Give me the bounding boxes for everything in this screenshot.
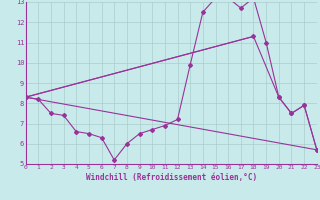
X-axis label: Windchill (Refroidissement éolien,°C): Windchill (Refroidissement éolien,°C) — [86, 173, 257, 182]
